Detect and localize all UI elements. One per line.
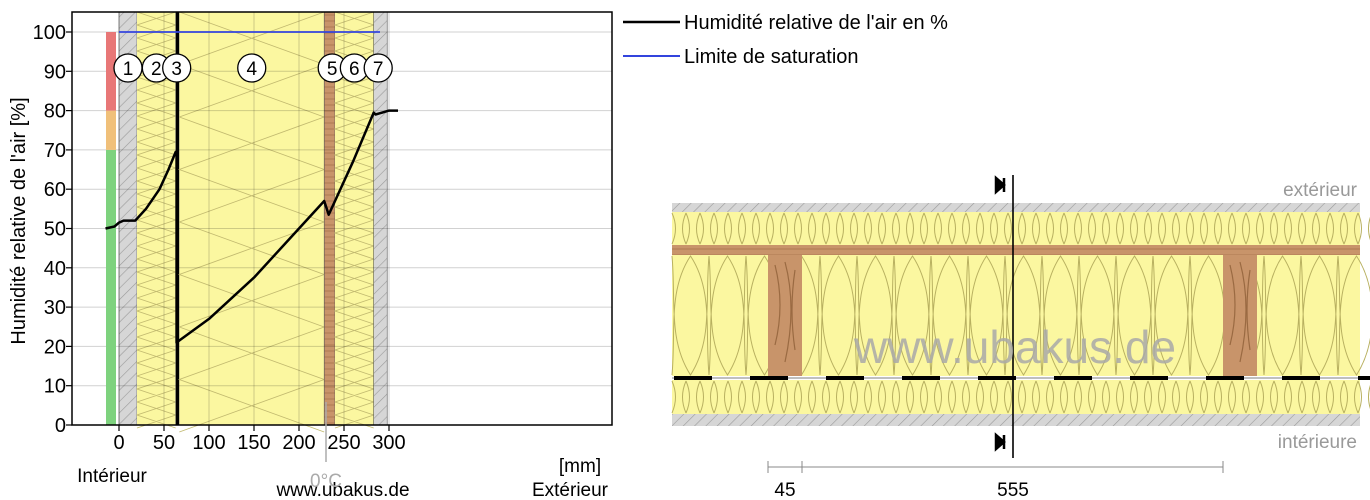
x-tick-label: 150 xyxy=(237,432,270,454)
section-membrane xyxy=(672,376,1370,380)
membrane-dash xyxy=(1054,376,1092,380)
layer-marker-label: 3 xyxy=(171,59,182,80)
x-tick-label: 0 xyxy=(113,432,124,454)
x-tick-label: 250 xyxy=(327,432,360,454)
chart-watermark: www.ubakus.de xyxy=(275,480,409,500)
zero-degree-label: 0°C xyxy=(310,471,342,492)
legend-label-saturation: Limite de saturation xyxy=(684,46,859,68)
x-tick-label: 200 xyxy=(282,432,315,454)
section-cut-marker-top xyxy=(994,175,1006,195)
membrane-dash xyxy=(1206,376,1244,380)
section-label-exterior: extérieur xyxy=(1283,180,1358,201)
y-tick-label: 80 xyxy=(44,101,66,123)
legend: Humidité relative de l'air en % Limite d… xyxy=(623,12,948,68)
section-stud-right xyxy=(1223,255,1257,376)
section-bottom-insulation-pattern xyxy=(671,380,1370,414)
section-top-insulation xyxy=(672,212,1360,245)
comfort-band xyxy=(106,32,116,425)
y-tick-label: 10 xyxy=(44,376,66,398)
section-label-interior: intérieure xyxy=(1278,432,1357,453)
y-tick-label: 90 xyxy=(44,61,66,83)
layer-marker-label: 5 xyxy=(327,59,338,80)
y-tick-label: 100 xyxy=(33,22,66,44)
section-main-insulation-pattern xyxy=(671,255,1370,376)
membrane-dash xyxy=(1358,376,1370,380)
comfort-band-segment xyxy=(106,110,116,150)
y-tick-label: 60 xyxy=(44,179,66,201)
dimension-label-spacing: 555 xyxy=(997,480,1029,500)
section-cut-marker-bottom xyxy=(994,432,1006,452)
y-tick-label: 30 xyxy=(44,297,66,319)
side-label-interior: Intérieur xyxy=(77,466,147,487)
section-stud-left-grain xyxy=(774,261,796,363)
membrane-dash xyxy=(674,376,712,380)
section-stud-left xyxy=(768,255,802,376)
section-top-plaster xyxy=(672,203,1360,212)
layer-marker-label: 6 xyxy=(349,59,360,80)
layer-marker-7 xyxy=(363,53,393,83)
y-tick-label: 50 xyxy=(44,219,66,241)
comfort-band-segment xyxy=(106,149,116,425)
dimension-label-stud: 45 xyxy=(774,480,795,500)
section-wood-board xyxy=(672,245,1360,255)
x-tick-label: 50 xyxy=(153,432,175,454)
dimension-line xyxy=(767,461,1224,473)
plot-frame xyxy=(71,11,613,426)
layer-marker-label: 2 xyxy=(151,59,162,80)
membrane-dash xyxy=(826,376,864,380)
y-tick-label: 0 xyxy=(55,415,66,437)
humidity-line xyxy=(105,109,398,344)
layer-marker-label: 4 xyxy=(246,59,257,80)
membrane-dash xyxy=(1130,376,1168,380)
y-tick-label: 40 xyxy=(44,258,66,280)
section-watermark: www.ubakus.de xyxy=(853,321,1176,373)
section-bottom-plaster xyxy=(672,414,1360,426)
wall-section-diagram: extérieur intérieure www.ubakus.de 45 55… xyxy=(671,175,1370,500)
layer-marker-4 xyxy=(237,53,267,83)
membrane-dash xyxy=(750,376,788,380)
y-tick-label: 70 xyxy=(44,140,66,162)
membrane-dash xyxy=(1282,376,1320,380)
section-stud-right-grain xyxy=(1229,261,1251,363)
layer-marker-3 xyxy=(162,53,192,83)
membrane-dash xyxy=(902,376,940,380)
side-label-exterior: Extérieur xyxy=(532,480,609,500)
membrane-dash xyxy=(978,376,1016,380)
x-tick-label: 300 xyxy=(372,432,405,454)
series-group xyxy=(105,31,398,344)
x-axis-unit: [mm] xyxy=(559,456,601,477)
y-axis-label: Humidité relative de l'air [%] xyxy=(8,97,30,344)
layer-marker-label: 7 xyxy=(373,59,384,80)
legend-label-humidity: Humidité relative de l'air en % xyxy=(684,12,948,34)
section-top-insulation-pattern xyxy=(671,212,1370,245)
comfort-band-segment xyxy=(106,32,116,111)
axis-ticks: 0 50 100 150 200 250 300 0 10 20 30 40 50 60 70 80 90 100 xyxy=(33,22,406,454)
x-tick-label: 100 xyxy=(192,432,225,454)
y-tick-label: 20 xyxy=(44,336,66,358)
section-bottom-insulation xyxy=(672,380,1360,414)
layer-marker-label: 1 xyxy=(123,59,134,80)
